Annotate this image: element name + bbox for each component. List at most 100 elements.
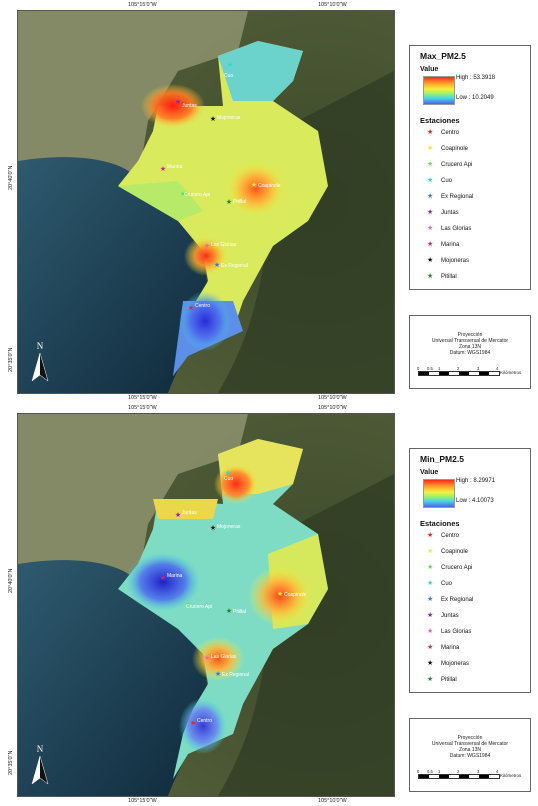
station-marker-cuo[interactable]: ★ [225, 469, 231, 477]
legend-item-las-glorias: ★ Las Glorias [427, 628, 472, 635]
station-label-cuo: Cuo [224, 476, 233, 482]
projection-line2: Universal Transversal de Mercator [431, 338, 509, 344]
station-label-juntas: Juntas [182, 103, 197, 109]
map-canvas-min[interactable]: ★ ★ ★ ★ ★ ★ ★ ★ ★ ★ Cuo Juntas Mojoneras… [17, 413, 395, 797]
scale-unit: Kilómetros [500, 773, 522, 778]
legend-item-marina: ★ Marina [427, 644, 460, 651]
station-marker-mojoneras[interactable]: ★ [210, 524, 216, 532]
station-marker-mojoneras[interactable]: ★ [210, 115, 216, 123]
legend-high: High : 8.29971 [456, 478, 496, 484]
legend-min: Min_PM2.5 Value High : 8.29971 Low : 4.1… [409, 448, 531, 693]
star-icon: ★ [427, 273, 434, 280]
station-marker-las-glorias[interactable]: ★ [204, 654, 210, 662]
legend-item-coapinole: ★ Coapinole [427, 548, 469, 555]
station-marker-crucero-api[interactable]: ★ [185, 600, 191, 608]
station-marker-centro[interactable]: ★ [188, 304, 194, 312]
station-label-cuo: Cuo [224, 73, 233, 79]
star-icon: ★ [427, 145, 434, 152]
station-marker-pitillal[interactable]: ★ [226, 607, 232, 615]
station-label-coapinole: Coapinole [258, 183, 281, 189]
station-marker-las-glorias[interactable]: ★ [204, 242, 210, 250]
legend-item-marina: ★ Marina [427, 241, 460, 248]
legend-item-crucero-api: ★ Crucero Api [427, 161, 473, 168]
station-marker-crucero-api[interactable]: ★ [180, 190, 186, 198]
station-label-ex-regional: Ex Regional [222, 672, 249, 678]
coord-left-upper: 20°40'0"N [8, 568, 14, 593]
projection-line4: Datum: WGS1984 [449, 350, 491, 356]
legend-item-cuo: ★ Cuo [427, 580, 453, 587]
station-label-pitillal: Pitillal [233, 609, 246, 615]
projection-line2: Universal Transversal de Mercator [431, 741, 509, 747]
star-icon: ★ [427, 644, 434, 651]
station-label-ex-regional: Ex Regional [221, 263, 248, 269]
projection-line3: Zona 13N [459, 344, 481, 350]
coord-left-upper: 20°40'0"N [8, 165, 14, 190]
station-marker-marina[interactable]: ★ [160, 165, 166, 173]
legend-value-label: Value [420, 469, 439, 476]
star-icon: ★ [427, 241, 434, 248]
station-marker-pitillal[interactable]: ★ [226, 198, 232, 206]
star-icon: ★ [427, 676, 434, 683]
station-marker-juntas[interactable]: ★ [175, 511, 181, 519]
legend-item-crucero-api: ★ Crucero Api [427, 564, 473, 571]
legend-title: Max_PM2.5 [420, 51, 466, 61]
station-marker-cuo[interactable]: ★ [227, 61, 233, 69]
legend-item-cuo: ★ Cuo [427, 177, 453, 184]
legend-item-centro: ★ Centro [427, 129, 460, 136]
station-marker-centro[interactable]: ★ [190, 719, 196, 727]
projection-line1: Proyección [457, 332, 483, 338]
legend-item-pitillal: ★ Pitillal [427, 273, 457, 280]
legend-item-ex-regional: ★ Ex Regional [427, 596, 474, 603]
legend-low: Low : 4.10073 [456, 498, 494, 504]
scale-unit: Kilómetros [500, 370, 522, 375]
station-label-las-glorias: Las Glorias [211, 242, 237, 248]
star-icon: ★ [427, 612, 434, 619]
north-arrow-icon: N [31, 744, 49, 785]
map-canvas-max[interactable]: ★ ★ ★ ★ ★ ★ ★ ★ ★ ★ Cuo Juntas Mojoneras… [17, 10, 395, 394]
star-icon: ★ [427, 193, 434, 200]
station-marker-coapinole[interactable]: ★ [277, 590, 283, 598]
star-icon: ★ [427, 580, 434, 587]
scale-tick-3: 2 [457, 366, 460, 371]
station-label-centro: Centro [195, 303, 210, 309]
star-icon: ★ [427, 225, 434, 232]
station-marker-marina[interactable]: ★ [160, 574, 166, 582]
legend-item-mojoneras: ★ Mojoneras [427, 660, 470, 667]
legend-item-pitillal: ★ Pitillal [427, 676, 457, 683]
north-label: N [37, 744, 44, 754]
legend-low: Low : 10.2049 [456, 95, 494, 101]
star-icon: ★ [427, 161, 434, 168]
station-label-crucero-api: Crucero Api [184, 192, 210, 198]
star-icon: ★ [427, 596, 434, 603]
station-label-pitillal: Pitillal [233, 199, 246, 205]
north-label: N [37, 341, 44, 351]
coord-top-left: 105°15'0"W [128, 2, 157, 8]
map-svg-min: ★ ★ ★ ★ ★ ★ ★ ★ ★ ★ Cuo Juntas Mojoneras… [18, 414, 394, 796]
coord-top-right: 105°10'0"W [318, 2, 347, 8]
legend-item-juntas: ★ Juntas [427, 612, 459, 619]
scale-tick-2: 1 [438, 366, 441, 371]
legend-max: Max_PM2.5 Value High : 53.3918 Low : 10.… [409, 45, 531, 290]
projection-box-max: Proyección Universal Transversal de Merc… [409, 315, 531, 389]
projection-line4: Datum: WGS1984 [449, 753, 491, 759]
star-icon: ★ [427, 660, 434, 667]
map-panel-min: 105°15'0"W 105°10'0"W 20°40'0"N 20°35'0"… [0, 403, 538, 806]
scale-tick-0: 0 [417, 366, 420, 371]
scale-bar [418, 774, 500, 779]
projection-box-min: Proyección Universal Transversal de Merc… [409, 718, 531, 792]
scale-tick-0: 0 [417, 769, 420, 774]
station-marker-juntas[interactable]: ★ [175, 98, 181, 106]
projection-line3: Zona 13N [459, 747, 481, 753]
legend-estaciones-title: Estaciones [420, 519, 460, 528]
station-marker-coapinole[interactable]: ★ [251, 181, 257, 189]
coord-bottom-left: 105°15'0"W [128, 395, 157, 401]
station-label-crucero-api: Crucero Api [186, 604, 212, 610]
legend-color-ramp [423, 479, 455, 508]
station-marker-ex-regional[interactable]: ★ [214, 261, 220, 269]
station-marker-ex-regional[interactable]: ★ [215, 670, 221, 678]
legend-title: Min_PM2.5 [420, 454, 464, 464]
legend-item-coapinole: ★ Coapinole [427, 145, 469, 152]
projection-line1: Proyección [457, 735, 483, 741]
star-icon: ★ [427, 564, 434, 571]
station-label-mojoneras: Mojoneras [217, 115, 241, 121]
